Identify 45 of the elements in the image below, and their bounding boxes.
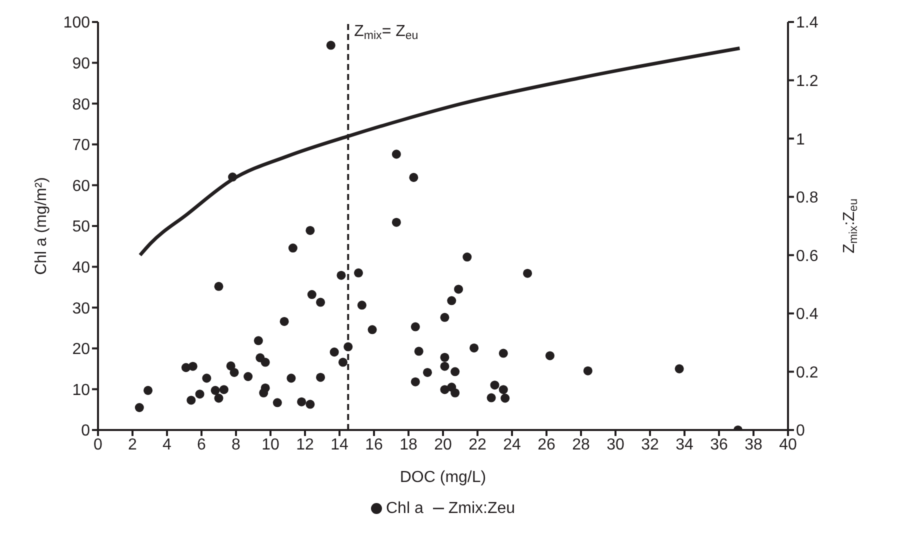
x-tick-label: 34 — [676, 436, 694, 454]
x-tick-label: 38 — [744, 436, 762, 454]
x-tick-label: 28 — [572, 436, 590, 454]
x-axis-title: DOC (mg/L) — [400, 469, 486, 486]
x-tick-label: 18 — [400, 436, 418, 454]
y2-tick-label: 1.4 — [796, 14, 818, 32]
x-tick-label: 4 — [162, 436, 172, 454]
y2-tick-label: 1.2 — [796, 72, 818, 90]
y-tick-label: 0 — [81, 422, 90, 440]
x-tick-label: 0 — [94, 436, 103, 454]
y-tick-label: 90 — [72, 55, 90, 72]
x-tick-label: 16 — [365, 436, 383, 454]
x-tick-label: 14 — [330, 436, 348, 454]
x-tick-label: 22 — [468, 436, 486, 454]
x-tick-label: 10 — [262, 436, 280, 454]
x-tick-label: 20 — [434, 436, 452, 454]
y-tick-label: 50 — [72, 218, 90, 236]
y2-tick-label: 0.4 — [796, 306, 818, 324]
y2-tick-label: 0.2 — [796, 364, 818, 382]
y2-tick-label: 0 — [796, 422, 805, 440]
y-tick-label: 20 — [72, 341, 90, 358]
ref-line-label: Z$_{mix}$= Z$_{eu}$ — [354, 23, 418, 42]
legend-label: Zmix:Zeu — [448, 500, 516, 517]
y-tick-label: 60 — [72, 178, 90, 195]
y2-tick-label: 0.6 — [796, 248, 818, 265]
legend-label: Chl a — [386, 500, 424, 517]
x-tick-label: 2 — [128, 436, 138, 454]
x-tick-label: 36 — [710, 436, 728, 454]
y-tick-label: 30 — [72, 300, 90, 318]
y2-tick-label: 1 — [796, 131, 805, 148]
y-tick-label: 10 — [72, 382, 90, 399]
x-tick-label: 6 — [197, 436, 206, 454]
x-tick-label: 12 — [296, 436, 314, 454]
y-axis-title: Chl a (mg/m²) — [33, 177, 50, 275]
y-tick-label: 80 — [72, 96, 90, 114]
y-tick-label: 100 — [63, 14, 90, 32]
y-tick-label: 70 — [72, 137, 90, 154]
y-tick-label: 40 — [72, 259, 90, 276]
x-tick-label: 8 — [232, 436, 241, 454]
x-tick-label: 24 — [503, 436, 521, 454]
y2-tick-label: 0.8 — [796, 190, 818, 207]
x-tick-label: 30 — [606, 436, 624, 454]
x-tick-label: 40 — [779, 436, 797, 454]
x-tick-label: 32 — [641, 436, 659, 454]
x-tick-label: 26 — [538, 436, 556, 454]
